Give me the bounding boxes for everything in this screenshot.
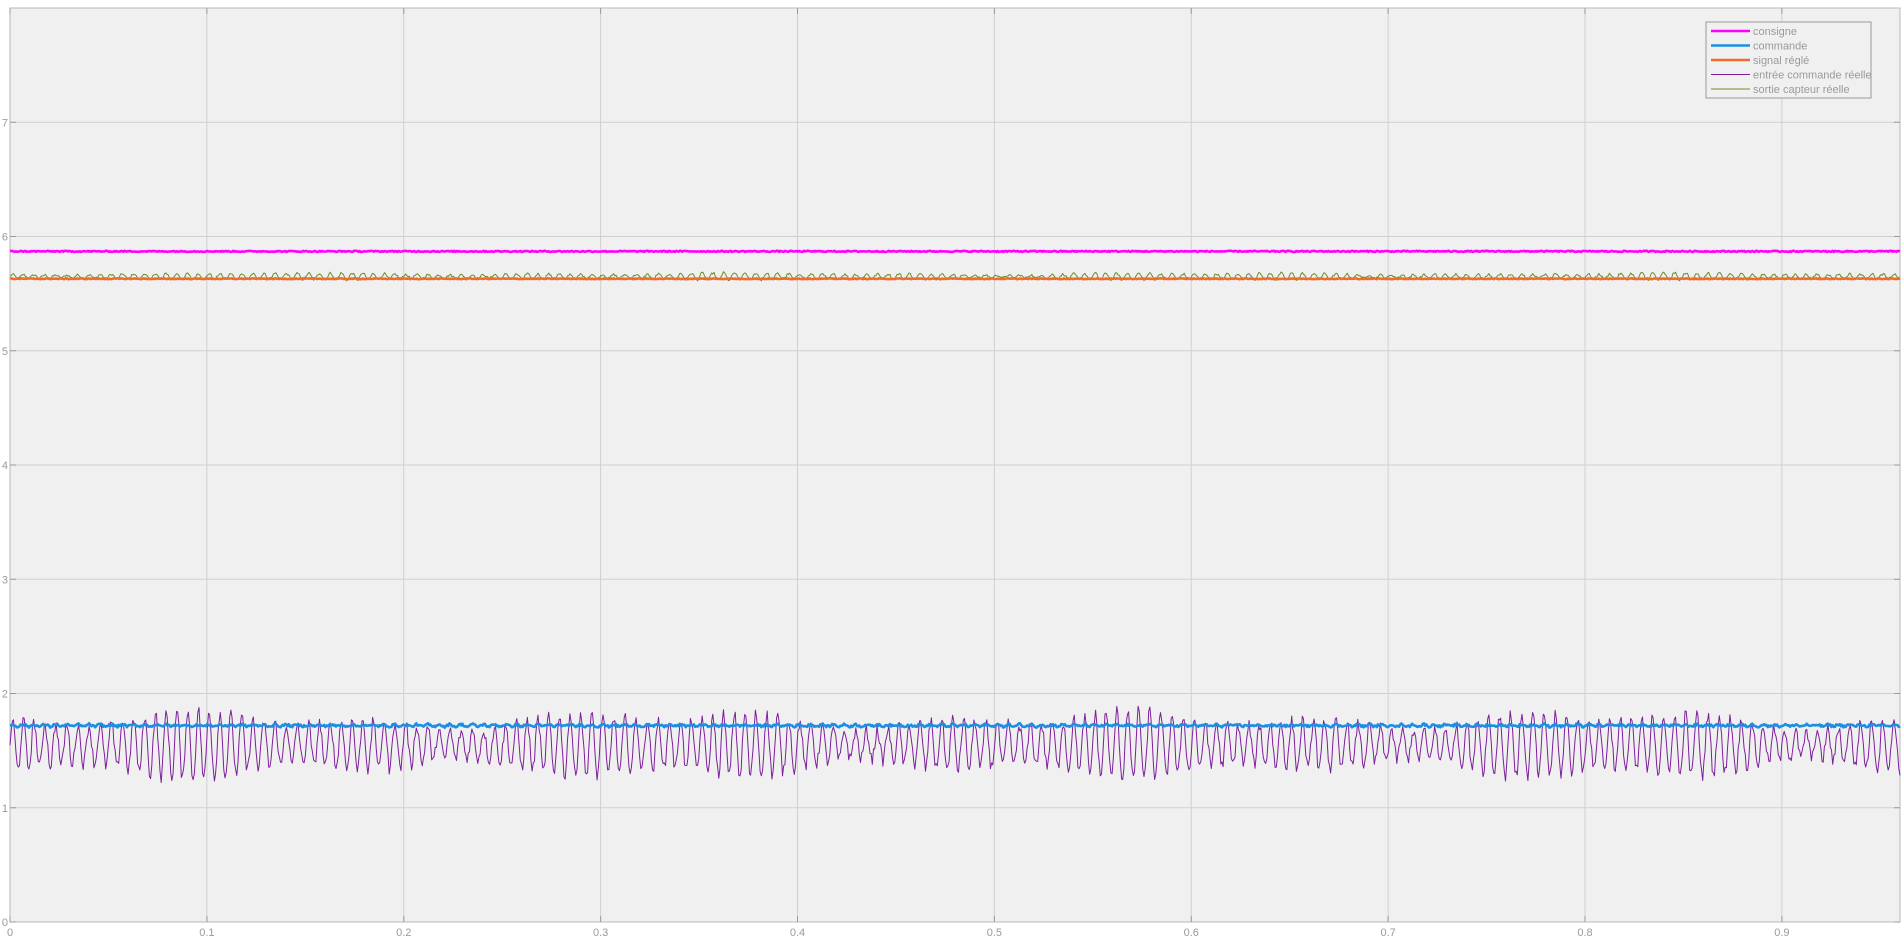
x-tick-label: 0.8 <box>1577 927 1592 939</box>
x-tick-label: 0 <box>7 927 13 939</box>
x-tick-label: 0.2 <box>396 927 411 939</box>
y-tick-label: 7 <box>2 117 8 129</box>
legend-label: sortie capteur réelle <box>1753 84 1850 96</box>
x-tick-label: 0.4 <box>790 927 805 939</box>
y-axis-ticks: 0 1 2 3 4 5 6 7 <box>2 117 1900 929</box>
y-tick-label: 0 <box>2 917 8 929</box>
x-tick-label: 0.3 <box>593 927 608 939</box>
series-line-consigne <box>9 249 1901 254</box>
y-tick-label: 2 <box>2 689 8 701</box>
y-tick-label: 4 <box>2 460 8 472</box>
x-tick-label: 0.6 <box>1184 927 1199 939</box>
y-tick-label: 3 <box>2 574 8 586</box>
x-tick-label: 0.9 <box>1774 927 1789 939</box>
legend: consigne commande signal réglé entrée comma… <box>1705 21 1872 99</box>
y-tick-label: 6 <box>2 232 8 244</box>
legend-label: commande <box>1753 41 1807 53</box>
x-axis-ticks: 0 0.1 0.2 0.3 0.4 0.5 0.6 0.7 0.8 0.9 <box>7 8 1790 939</box>
y-tick-label: 5 <box>2 346 8 358</box>
legend-label: consigne <box>1753 26 1797 38</box>
series-group <box>9 249 1901 784</box>
grid <box>10 8 1900 922</box>
y-tick-label: 1 <box>2 803 8 815</box>
x-tick-label: 0.7 <box>1380 927 1395 939</box>
x-tick-label: 0.1 <box>199 927 214 939</box>
legend-label: entrée commande réelle <box>1753 70 1872 82</box>
series-line-entree-commande-reelle <box>9 705 1901 784</box>
series-line-signal-regle <box>9 276 1901 281</box>
x-tick-label: 0.5 <box>987 927 1002 939</box>
legend-label: signal réglé <box>1753 55 1809 67</box>
series-line-commande <box>9 721 1901 730</box>
